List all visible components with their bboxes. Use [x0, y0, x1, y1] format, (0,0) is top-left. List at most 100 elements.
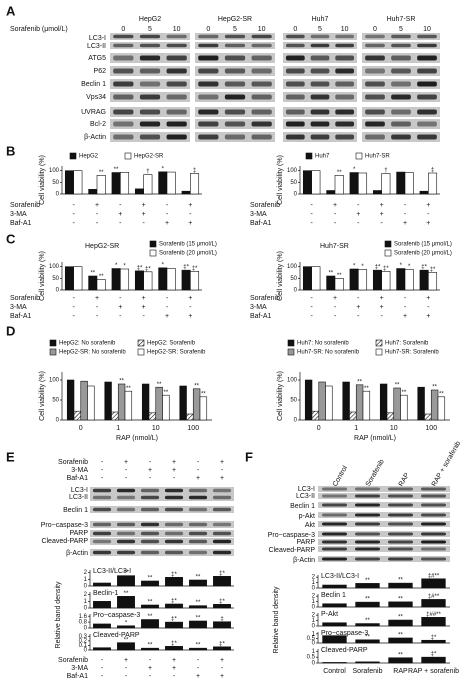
bar [165, 603, 183, 609]
blot-band [164, 495, 184, 500]
bar [213, 576, 231, 587]
blot-band [285, 81, 305, 87]
annotation: ** [337, 273, 342, 279]
treatment-mark: + [380, 202, 384, 209]
treatment-mark: + [356, 211, 360, 218]
blot-band [285, 94, 305, 100]
y-tick-label: 0.2 [79, 638, 88, 644]
blot-band [285, 121, 305, 127]
bar [88, 189, 98, 195]
y-tick-label: 0 [294, 192, 298, 198]
treatment-mark: - [197, 459, 200, 466]
annotation: ** [124, 570, 129, 576]
y-tick-label: 0 [56, 418, 60, 424]
y-axis-title: Cell viability (%) [39, 155, 46, 205]
chart-title: HepG2-SR [85, 243, 119, 250]
blot-band [251, 43, 272, 48]
legend-label: HepG2 [79, 154, 99, 160]
annotation: ‡* [431, 652, 437, 658]
bar [421, 599, 446, 608]
y-tick-label: 1 [312, 599, 316, 605]
bar [326, 275, 336, 291]
x-tick-label: Control [323, 668, 346, 675]
annotation: ** [114, 167, 119, 173]
blot-band [387, 522, 414, 526]
treatment-mark: - [380, 220, 383, 227]
annotation: ‡* [383, 266, 389, 272]
blot-band [391, 68, 411, 74]
annotation: * [400, 263, 403, 269]
blot-band [321, 557, 348, 561]
legend-label: Huh7: Sorafenib [385, 341, 429, 347]
blot-band [140, 550, 160, 555]
blot-band [417, 43, 437, 48]
treatment-mark: - [404, 211, 407, 218]
blot-band [188, 539, 208, 544]
treatment-name: 3-MA [10, 304, 27, 311]
bar [428, 172, 438, 195]
treatment-mark: + [196, 475, 200, 482]
treatment-mark: + [333, 295, 337, 302]
blot-band [198, 43, 219, 48]
chart-title: LC3-II/LC3-I [321, 573, 359, 580]
treatment-mark: + [333, 202, 337, 209]
blot-band [417, 55, 437, 61]
blot-band [188, 495, 208, 500]
legend-label: Huh7-SR [365, 154, 390, 160]
blot-band [285, 109, 305, 115]
blot [90, 506, 234, 513]
blot-band [391, 134, 411, 140]
treatment-mark: - [221, 665, 224, 672]
blot-band [224, 94, 246, 100]
bar [96, 279, 106, 291]
treatment-mark: - [173, 673, 176, 680]
dose-label: 5 [318, 26, 322, 33]
annotation: * [162, 166, 165, 172]
treatment-mark: - [310, 313, 313, 320]
legend-label: Huh7-SR: Sorafenib [385, 350, 439, 356]
bar [355, 601, 380, 608]
blot [318, 502, 450, 508]
y-tick-label: 50 [290, 180, 297, 186]
treatment-mark: + [124, 657, 128, 664]
blot-band [387, 513, 414, 517]
bar [181, 190, 191, 195]
bar [134, 188, 144, 195]
y-tick-label: 0 [294, 418, 298, 424]
blot-band [354, 487, 381, 491]
treatment-mark: - [72, 304, 75, 311]
blot-band [140, 495, 160, 500]
dose-label: 5 [233, 26, 237, 33]
dose-label: 10 [423, 26, 431, 33]
annotation: ** [398, 596, 403, 602]
x-tick-label: 10 [390, 425, 398, 432]
treatment-mark: + [148, 467, 152, 474]
bar [302, 170, 312, 195]
y-tick-label: 1 [312, 618, 316, 624]
row-label: Beclin 1 [81, 81, 106, 88]
annotation: ‡* [183, 265, 189, 271]
y-tick-label: 0.8 [79, 620, 88, 626]
blot-band [321, 532, 348, 536]
bar [311, 266, 321, 291]
blot-band [310, 34, 330, 39]
blot-band [113, 55, 134, 61]
bar [143, 271, 153, 291]
blot-band [140, 507, 160, 512]
blot-band [321, 487, 348, 491]
legend-swatch [137, 339, 145, 347]
dose-title: Sorafenib (μmol/L) [10, 26, 68, 33]
blot-band [198, 121, 219, 127]
bar [358, 269, 368, 291]
bar [388, 601, 413, 608]
dose-label: 0 [373, 26, 377, 33]
treatment-mark: - [404, 295, 407, 302]
treatment-mark: - [166, 295, 169, 302]
y-tick-label: 2 [84, 570, 88, 576]
bar [141, 383, 150, 421]
blot-band [365, 34, 385, 39]
blot-band [391, 43, 411, 48]
legend-label: Huh7 [315, 154, 330, 160]
treatment-name: 3-MA [71, 665, 88, 672]
annotation: * [353, 264, 356, 270]
